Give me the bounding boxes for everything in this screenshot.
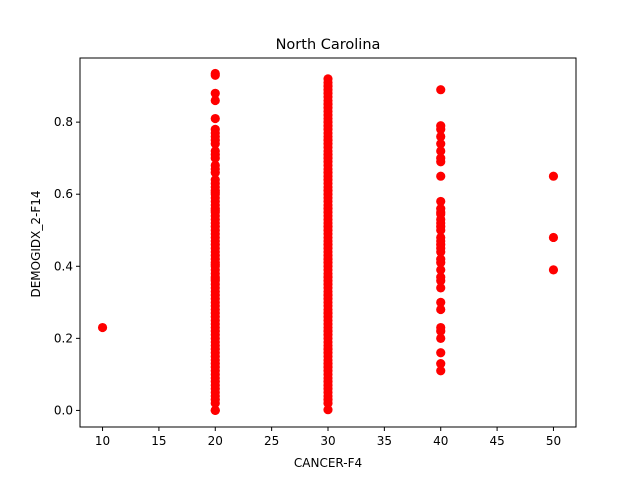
data-point [436,196,446,207]
data-point [210,348,220,358]
data-point [210,398,220,408]
data-point [210,283,220,293]
y-tick-label: 0.2 [54,331,73,345]
data-point [436,272,446,282]
data-point [210,135,220,145]
data-point [97,322,108,333]
data-point [436,209,446,219]
y-tick-label: 0.6 [54,187,73,201]
data-point [210,187,220,198]
x-tick-label: 35 [377,434,392,448]
data-point [210,340,220,351]
data-point [436,304,446,315]
data-point [436,297,446,307]
data-point [210,330,220,340]
data-point [548,171,559,181]
data-point [210,301,220,311]
data-point [436,121,446,131]
y-tick-label: 0.8 [54,115,73,129]
x-tick-label: 50 [546,434,561,448]
data-points [97,68,559,416]
data-point [436,283,446,293]
x-axis: 10 15 20 25 30 35 40 45 50 [95,427,561,448]
x-axis-label: CANCER-F4 [294,456,362,470]
data-point [436,240,446,250]
data-point [436,254,446,264]
data-point [210,384,220,394]
chart-title: North Carolina [276,37,381,53]
data-point [210,405,220,416]
x-tick-label: 30 [320,434,335,448]
data-point [210,205,220,216]
data-point [548,232,559,243]
data-point [210,274,220,284]
data-point [210,164,220,174]
data-point [210,88,220,98]
data-point [323,405,333,415]
data-point [436,131,446,142]
data-point [210,149,220,160]
data-point [210,259,220,270]
y-axis: 0.0 0.2 0.4 0.6 0.8 [54,115,80,417]
data-point [436,358,446,369]
data-point [210,358,220,369]
data-point [210,178,220,188]
data-point [436,322,446,333]
data-point [436,232,446,243]
x-tick-label: 45 [489,434,504,448]
x-tick-label: 40 [433,434,448,448]
x-tick-label: 10 [95,434,110,448]
data-point [210,312,220,322]
data-point [210,232,220,243]
data-point [210,373,220,383]
data-point [210,294,220,304]
x-tick-label: 20 [208,434,223,448]
data-point [436,85,446,95]
data-point [210,113,220,124]
data-point [436,366,446,376]
data-point [210,68,220,79]
data-point [323,74,333,84]
data-point [436,153,446,163]
x-tick-label: 15 [151,434,166,448]
data-point [436,171,446,181]
data-point [210,243,220,253]
x-tick-label: 25 [264,434,279,448]
data-point [436,333,446,343]
y-tick-label: 0.0 [54,403,73,417]
y-tick-label: 0.4 [54,259,73,273]
data-point [436,146,446,156]
data-point [210,95,220,106]
data-point [436,139,446,149]
data-point [210,391,220,401]
data-point [210,322,220,333]
data-point [548,265,559,275]
data-point [436,265,446,275]
data-point [436,348,446,358]
data-point [210,128,220,138]
data-point [210,366,220,376]
y-axis-label: DEMOGIDX_2-F14 [29,190,43,297]
data-point [210,222,220,232]
